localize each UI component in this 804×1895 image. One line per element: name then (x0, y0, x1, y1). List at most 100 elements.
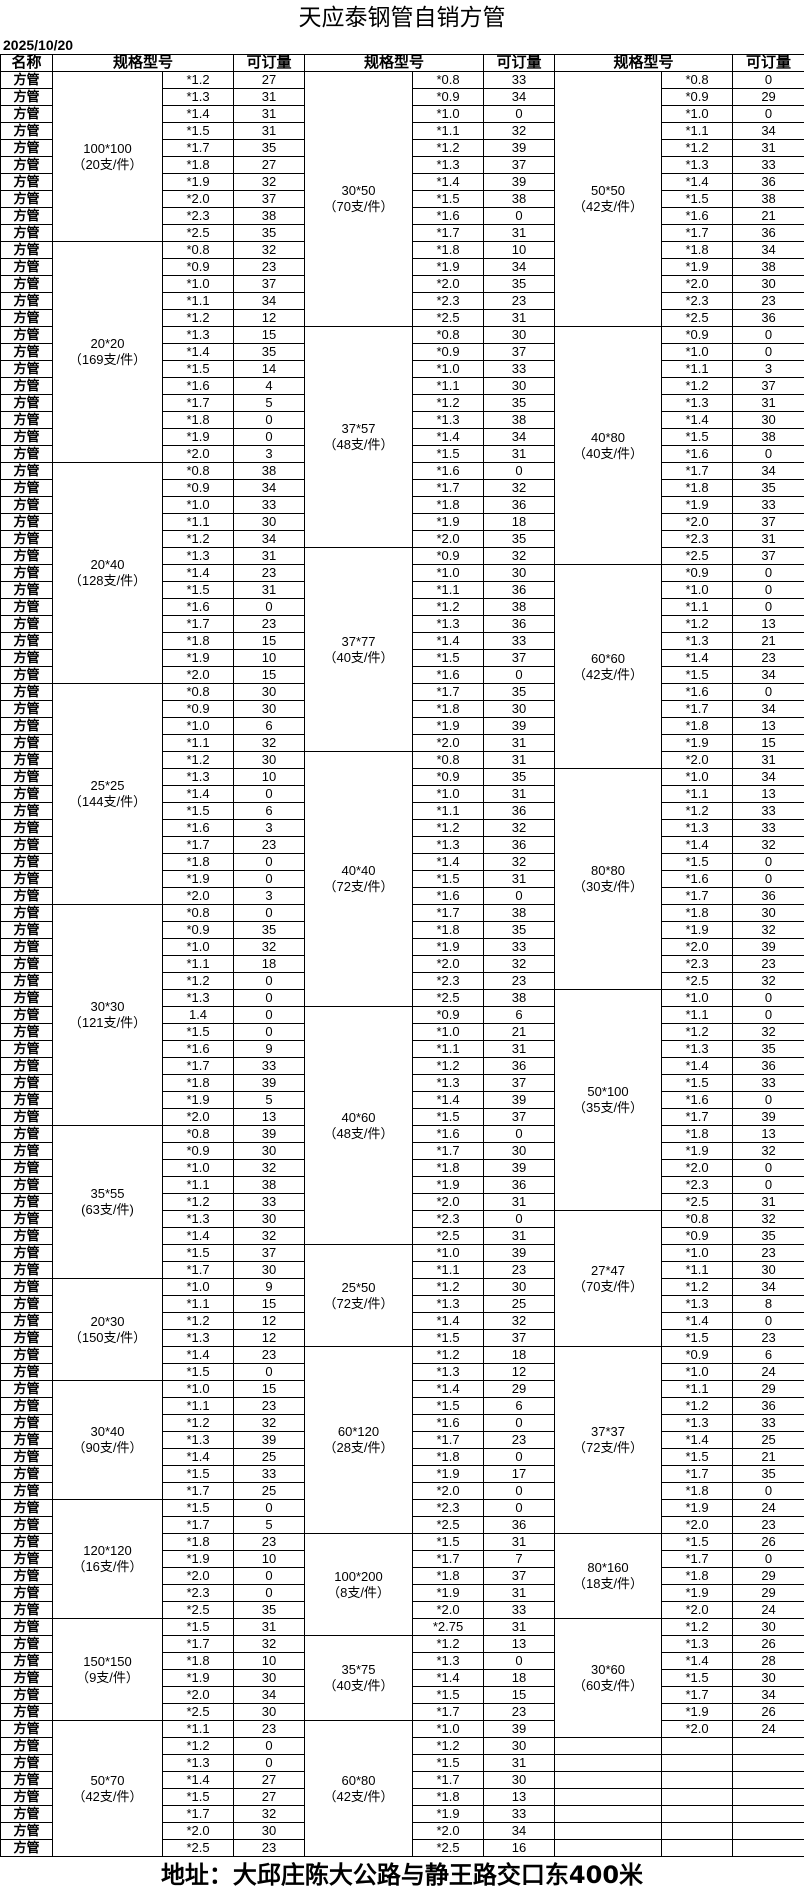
spec-size: 30*30 (90, 999, 125, 1014)
quantity-cell: 30 (233, 683, 306, 701)
thickness-cell: *1.5 (412, 445, 485, 463)
thickness-cell: *2.0 (661, 938, 734, 956)
quantity-cell: 13 (483, 1788, 556, 1806)
thickness-cell: *2.0 (161, 1686, 235, 1704)
quantity-cell: 18 (483, 513, 556, 531)
thickness-cell: *2.0 (161, 666, 235, 684)
thickness-cell: *1.6 (412, 887, 485, 905)
thickness-cell: *1.1 (412, 377, 485, 395)
thickness-cell: *2.3 (661, 292, 734, 310)
spec-group: 80*160 （18支/件） (554, 1533, 663, 1619)
quantity-cell: 32 (732, 972, 804, 990)
quantity-cell: 30 (483, 1142, 556, 1160)
quantity-cell: 33 (233, 496, 306, 514)
product-name: 方管 (0, 751, 53, 769)
thickness-cell: *0.8 (161, 1125, 235, 1143)
product-name: 方管 (0, 836, 53, 854)
thickness-cell: *1.9 (661, 1703, 734, 1721)
thickness-cell: *1.2 (661, 377, 734, 395)
table-row: 方管 *1.2 30 40*40 （72支/件） *0.8 31 *2.0 31 (0, 751, 804, 1007)
product-name: 方管 (0, 207, 53, 225)
quantity-cell: 26 (732, 1533, 804, 1551)
quantity-cell: 12 (483, 1363, 556, 1381)
quantity-cell: 37 (732, 377, 804, 395)
quantity-cell: 34 (732, 1278, 804, 1296)
thickness-cell: *0.8 (161, 241, 235, 259)
quantity-cell: 0 (483, 1210, 556, 1228)
quantity-cell: 25 (233, 1448, 306, 1466)
thickness-cell: *1.9 (412, 258, 485, 276)
quantity-cell: 31 (233, 105, 306, 123)
thickness-cell: *2.0 (412, 1601, 485, 1619)
quantity-cell: 0 (732, 598, 804, 616)
quantity-cell: 23 (233, 1533, 306, 1551)
header-spec-3: 规格型号 (554, 54, 734, 72)
table-row: 方管 *1.5 14 *1.0 33 *1.1 3 (0, 360, 804, 378)
thickness-cell: *1.6 (161, 819, 235, 837)
quantity-cell: 12 (233, 1329, 306, 1347)
product-name: 方管 (0, 343, 53, 361)
product-name: 方管 (0, 1159, 53, 1177)
table-row: 方管 *2.0 30 *2.0 34 (0, 1822, 804, 1840)
quantity-cell: 34 (732, 1686, 804, 1704)
product-name: 方管 (0, 1125, 53, 1143)
empty-cell (554, 1822, 663, 1840)
table-row: 方管 *1.3 31 37*77 （40支/件） *0.9 32 *2.5 37 (0, 547, 804, 752)
spec-pack: （40支/件） (572, 445, 644, 461)
thickness-cell: *2.5 (161, 1703, 235, 1721)
quantity-cell: 33 (732, 496, 804, 514)
product-name: 方管 (0, 904, 53, 922)
quantity-cell: 30 (233, 513, 306, 531)
thickness-cell: *1.1 (412, 1261, 485, 1279)
table-row: 方管 *2.5 35 *2.0 33 *2.0 24 (0, 1601, 804, 1619)
empty-cell (661, 1771, 734, 1789)
quantity-cell: 30 (732, 904, 804, 922)
thickness-cell: *2.5 (412, 989, 485, 1007)
table-row: 方管 *1.5 37 25*50 （72支/件） *1.0 39 *1.0 23 (0, 1244, 804, 1347)
thickness-cell: *2.0 (661, 1601, 734, 1619)
thickness-cell: *1.7 (412, 1431, 485, 1449)
table-row: 方管 *1.6 0 *1.2 38 *1.1 0 (0, 598, 804, 616)
thickness-cell: *1.9 (161, 1669, 235, 1687)
quantity-cell: 0 (483, 1448, 556, 1466)
quantity-cell: 0 (483, 1652, 556, 1670)
product-name: 方管 (0, 292, 53, 310)
table-row: 方管 *1.7 32 *1.9 33 (0, 1805, 804, 1823)
thickness-cell: *1.1 (412, 122, 485, 140)
thickness-cell: *1.5 (161, 1023, 235, 1041)
quantity-cell: 13 (483, 1635, 556, 1653)
thickness-cell: *1.1 (661, 1380, 734, 1398)
spec-pack: （150支/件） (68, 1329, 147, 1345)
product-name: 方管 (0, 530, 53, 548)
table-row: 方管 *1.5 6 *1.1 36 *1.2 33 (0, 802, 804, 820)
quantity-cell: 23 (732, 1329, 804, 1347)
quantity-cell: 37 (233, 1244, 306, 1262)
quantity-cell: 0 (233, 972, 306, 990)
thickness-cell: *2.5 (412, 309, 485, 327)
quantity-cell: 32 (483, 122, 556, 140)
product-name: 方管 (0, 1703, 53, 1721)
table-row: 方管 *1.9 5 *1.4 39 *1.6 0 (0, 1091, 804, 1109)
empty-cell (732, 1771, 804, 1789)
thickness-cell: *1.1 (161, 1397, 235, 1415)
quantity-cell: 13 (732, 1125, 804, 1143)
product-name: 方管 (0, 1465, 53, 1483)
thickness-cell: *1.5 (661, 428, 734, 446)
thickness-cell: *1.7 (661, 887, 734, 905)
thickness-cell: *1.5 (661, 666, 734, 684)
thickness-cell: *1.7 (161, 1635, 235, 1653)
quantity-cell: 36 (483, 1176, 556, 1194)
quantity-cell: 8 (732, 1295, 804, 1313)
thickness-cell: *1.9 (161, 173, 235, 191)
table-row: 方管 *1.7 32 35*75 （40支/件） *1.2 13 *1.3 26 (0, 1635, 804, 1721)
thickness-cell: *1.3 (161, 326, 235, 344)
quantity-cell: 31 (233, 547, 306, 565)
table-row: 方管 *1.1 34 *2.3 23 *2.3 23 (0, 292, 804, 310)
quantity-cell: 32 (732, 836, 804, 854)
thickness-cell: *1.7 (161, 836, 235, 854)
quantity-cell: 0 (483, 207, 556, 225)
thickness-cell: *1.1 (661, 1261, 734, 1279)
thickness-cell: *1.7 (661, 1465, 734, 1483)
thickness-cell: *2.3 (412, 292, 485, 310)
quantity-cell: 31 (483, 1227, 556, 1245)
